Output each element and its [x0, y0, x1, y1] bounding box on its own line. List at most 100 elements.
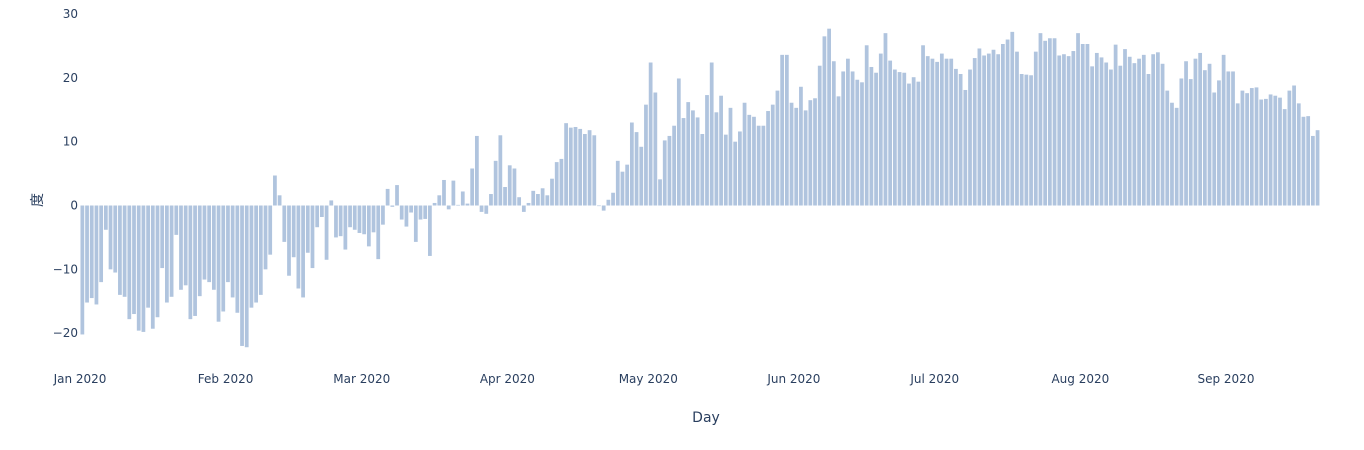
bar: [348, 205, 352, 228]
bar: [165, 205, 169, 303]
bar: [334, 205, 338, 238]
bar: [277, 195, 282, 206]
bar: [320, 205, 324, 217]
bar: [634, 132, 639, 206]
bar: [902, 72, 907, 206]
bar: [1015, 51, 1019, 206]
bar: [817, 65, 822, 206]
bar: [179, 205, 183, 290]
bar: [629, 122, 634, 206]
bar: [714, 112, 719, 206]
bar: [343, 205, 348, 250]
y-tick-label: 0: [70, 199, 78, 213]
bar: [991, 49, 996, 206]
bar: [479, 205, 484, 212]
bar: [517, 197, 522, 206]
bar: [498, 135, 503, 206]
bar: [132, 205, 136, 315]
x-tick-label: Mar 2020: [333, 372, 390, 386]
bar: [531, 190, 536, 206]
bar: [118, 205, 122, 295]
bar: [404, 205, 409, 227]
bar: [705, 95, 709, 206]
bar: [1151, 54, 1156, 206]
bar: [1104, 62, 1109, 206]
bar: [813, 98, 817, 206]
bar: [221, 205, 226, 312]
bar: [1188, 79, 1193, 206]
bar: [1268, 94, 1273, 206]
bar: [1264, 98, 1268, 206]
bar: [230, 205, 235, 298]
bar: [254, 205, 258, 303]
bar: [808, 100, 813, 206]
bar: [244, 205, 249, 348]
bar: [954, 68, 958, 206]
bar: [442, 179, 446, 206]
y-axis-title: 度: [30, 193, 46, 207]
bar: [1174, 107, 1179, 206]
bar: [127, 205, 132, 320]
bar: [554, 162, 559, 206]
bar: [1160, 63, 1165, 206]
bar: [366, 205, 371, 247]
bar: [860, 82, 864, 206]
bar: [474, 135, 479, 206]
bar: [597, 205, 601, 207]
bar: [883, 33, 888, 206]
x-tick-label: May 2020: [619, 372, 678, 386]
bar: [381, 205, 385, 225]
bar: [723, 134, 728, 206]
bar: [587, 130, 592, 206]
bar: [1071, 51, 1076, 206]
bar: [1146, 74, 1151, 206]
bar: [1029, 75, 1033, 206]
bar: [827, 28, 831, 206]
bar: [489, 194, 493, 206]
bar: [907, 83, 911, 206]
y-tick-label: 10: [63, 135, 78, 149]
bar: [568, 127, 573, 206]
bar: [451, 180, 456, 206]
bar: [211, 205, 216, 290]
bar: [1165, 90, 1170, 206]
bar: [1047, 38, 1052, 206]
bar: [747, 114, 752, 206]
bar: [897, 72, 902, 206]
bar: [794, 107, 799, 206]
bar: [1038, 33, 1043, 206]
bar: [1099, 57, 1104, 206]
bar: [1273, 95, 1278, 206]
bar: [1127, 56, 1132, 206]
bar: [503, 187, 507, 206]
bar: [653, 92, 658, 206]
bar: [695, 117, 700, 206]
bar: [216, 205, 221, 322]
bar: [423, 205, 428, 219]
bar: [282, 205, 287, 242]
bar: [1249, 88, 1254, 206]
y-axis-ticks: 30 20 10 0 −10 −20: [53, 7, 78, 340]
bar: [888, 60, 893, 206]
bar: [287, 205, 291, 276]
bar: [291, 205, 296, 258]
bar: [226, 205, 230, 283]
bar: [301, 205, 305, 298]
bar: [949, 58, 954, 206]
bar: [493, 160, 498, 206]
x-tick-label: Aug 2020: [1051, 372, 1109, 386]
bar: [583, 134, 587, 206]
bar: [456, 204, 460, 206]
bar: [1278, 97, 1282, 206]
bar: [399, 205, 404, 220]
bar: [644, 104, 648, 206]
bar: [202, 205, 207, 280]
bar: [850, 71, 855, 206]
bar: [1066, 56, 1071, 206]
bar: [103, 205, 108, 230]
bar: [1221, 54, 1226, 206]
bar: [1259, 99, 1264, 206]
bar: [413, 205, 418, 242]
bar: [1217, 80, 1221, 206]
